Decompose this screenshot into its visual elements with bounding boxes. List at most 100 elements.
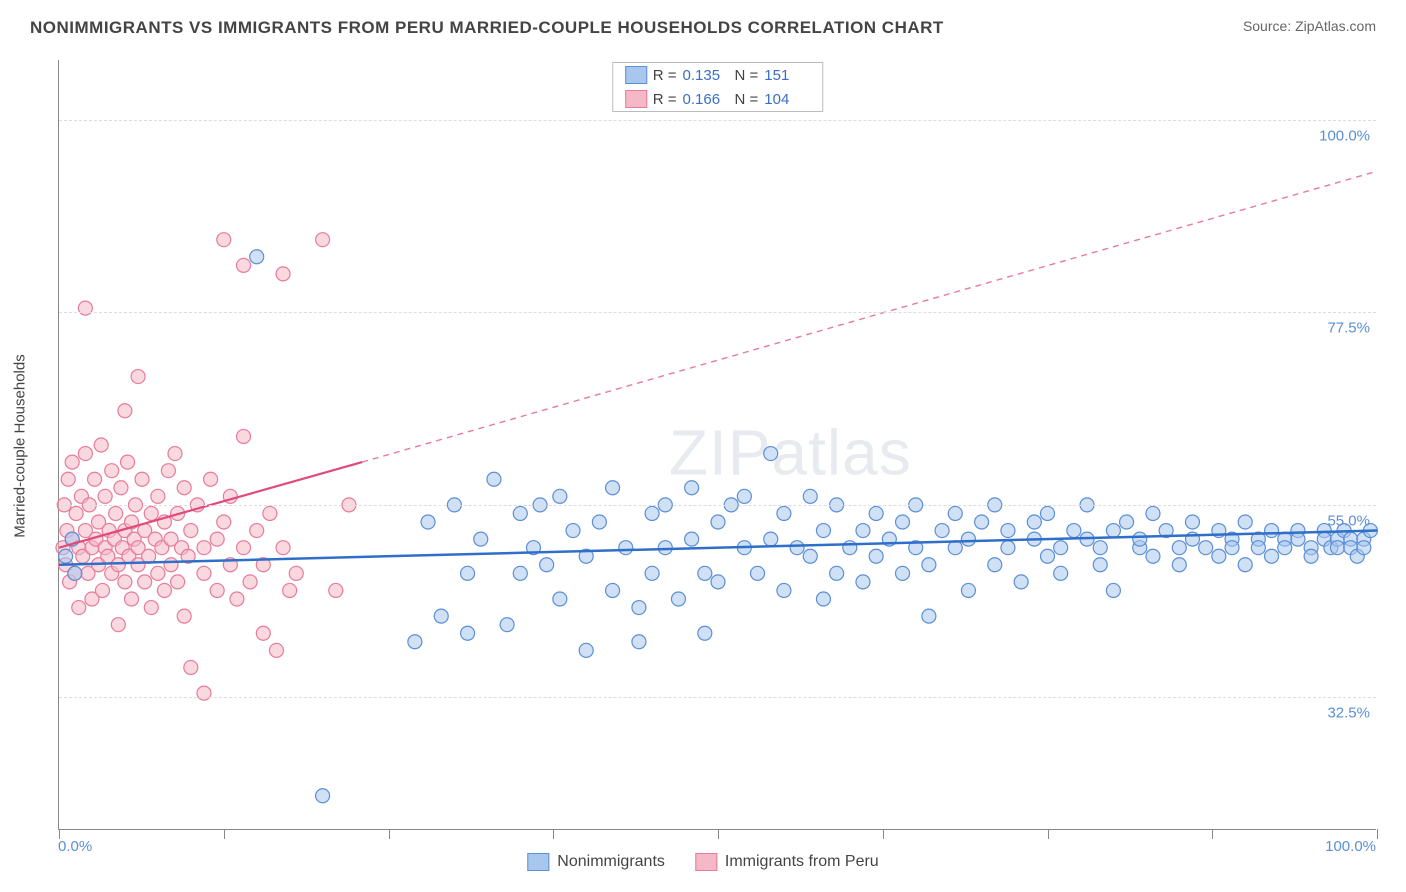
legend-row-series-1: R = 0.166 N = 104 — [613, 87, 823, 111]
scatter-point — [606, 583, 620, 597]
scatter-point — [243, 575, 257, 589]
scatter-point — [168, 447, 182, 461]
legend-row-series-0: R = 0.135 N = 151 — [613, 63, 823, 87]
scatter-point — [698, 626, 712, 640]
chart-title: NONIMMIGRANTS VS IMMIGRANTS FROM PERU MA… — [30, 18, 944, 38]
scatter-point — [111, 618, 125, 632]
gridline-h — [59, 697, 1376, 698]
scatter-point — [961, 532, 975, 546]
scatter-point — [316, 233, 330, 247]
scatter-point — [922, 609, 936, 623]
scatter-point — [109, 506, 123, 520]
scatter-point — [606, 481, 620, 495]
scatter-point — [1291, 532, 1305, 546]
plot-area: ZIPatlas R = 0.135 N = 151 R = 0.166 N =… — [58, 60, 1376, 830]
legend-correlation-box: R = 0.135 N = 151 R = 0.166 N = 104 — [612, 62, 824, 112]
scatter-point — [737, 489, 751, 503]
scatter-point — [78, 447, 92, 461]
legend-r-value-0: 0.135 — [683, 67, 729, 84]
scatter-point — [184, 660, 198, 674]
scatter-point — [276, 541, 290, 555]
scatter-point — [217, 233, 231, 247]
scatter-point — [843, 541, 857, 555]
scatter-point — [151, 489, 165, 503]
scatter-point — [1093, 541, 1107, 555]
scatter-point — [896, 515, 910, 529]
scatter-point — [645, 506, 659, 520]
x-tick — [1048, 829, 1049, 839]
scatter-point — [250, 524, 264, 538]
x-axis-max-label: 100.0% — [1325, 838, 1376, 855]
y-tick-label: 55.0% — [1327, 512, 1370, 529]
scatter-point — [98, 489, 112, 503]
scatter-point — [210, 532, 224, 546]
gridline-h — [59, 120, 1376, 121]
y-tick-label: 77.5% — [1327, 320, 1370, 337]
legend-swatch-series-0 — [625, 66, 647, 84]
scatter-point — [131, 370, 145, 384]
scatter-point — [171, 575, 185, 589]
scatter-point — [408, 635, 422, 649]
legend-bottom-label-1: Immigrants from Peru — [725, 853, 879, 871]
x-tick — [883, 829, 884, 839]
scatter-point — [144, 506, 158, 520]
scatter-point — [61, 472, 75, 486]
scatter-point — [1212, 549, 1226, 563]
scatter-point — [164, 558, 178, 572]
scatter-point — [474, 532, 488, 546]
scatter-point — [230, 592, 244, 606]
legend-r-label: R = — [653, 67, 677, 84]
scatter-point — [632, 635, 646, 649]
scatter-point — [1106, 583, 1120, 597]
scatter-point — [68, 566, 82, 580]
scatter-point — [1093, 558, 1107, 572]
scatter-point — [592, 515, 606, 529]
scatter-point — [210, 583, 224, 597]
scatter-point — [751, 566, 765, 580]
scatter-point — [59, 549, 73, 563]
scatter-point — [461, 626, 475, 640]
scatter-point — [94, 438, 108, 452]
scatter-point — [513, 566, 527, 580]
scatter-point — [69, 506, 83, 520]
scatter-point — [935, 524, 949, 538]
scatter-point — [177, 481, 191, 495]
scatter-point — [487, 472, 501, 486]
scatter-point — [1133, 532, 1147, 546]
scatter-point — [856, 575, 870, 589]
title-row: NONIMMIGRANTS VS IMMIGRANTS FROM PERU MA… — [0, 0, 1406, 46]
scatter-point — [671, 592, 685, 606]
scatter-point — [217, 515, 231, 529]
scatter-point — [975, 515, 989, 529]
scatter-point — [88, 472, 102, 486]
scatter-point — [197, 566, 211, 580]
scatter-point — [237, 541, 251, 555]
legend-n-value-0: 151 — [764, 67, 810, 84]
scatter-point — [289, 566, 303, 580]
scatter-point — [711, 515, 725, 529]
scatter-point — [922, 558, 936, 572]
scatter-point — [1251, 541, 1265, 555]
scatter-point — [816, 592, 830, 606]
scatter-point — [65, 455, 79, 469]
chart-svg — [59, 60, 1376, 829]
scatter-point — [105, 464, 119, 478]
scatter-point — [764, 532, 778, 546]
scatter-point — [461, 566, 475, 580]
scatter-point — [777, 506, 791, 520]
y-axis-label: Married-couple Households — [12, 354, 29, 537]
scatter-point — [869, 506, 883, 520]
scatter-point — [830, 566, 844, 580]
scatter-point — [856, 524, 870, 538]
scatter-point — [1054, 566, 1068, 580]
scatter-point — [161, 464, 175, 478]
scatter-point — [151, 566, 165, 580]
scatter-point — [619, 541, 633, 555]
scatter-point — [764, 447, 778, 461]
scatter-point — [1357, 541, 1371, 555]
scatter-point — [124, 592, 138, 606]
scatter-point — [698, 566, 712, 580]
scatter-point — [988, 558, 1002, 572]
scatter-point — [269, 643, 283, 657]
x-axis-min-label: 0.0% — [58, 838, 92, 855]
